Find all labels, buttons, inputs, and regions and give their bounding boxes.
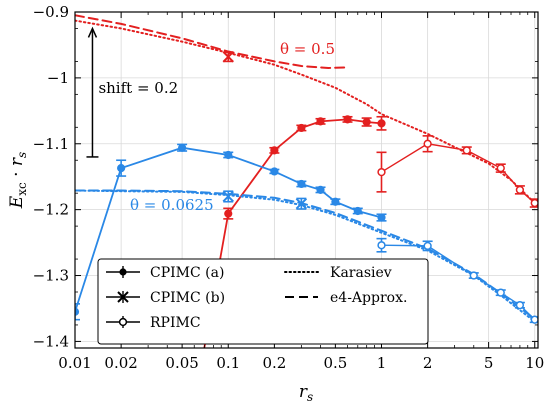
legend-label: CPIMC (a) [150,265,224,281]
shift-annotation: shift = 0.2 [98,79,178,97]
legend-label: CPIMC (b) [150,290,225,306]
y-tick-label: −1.1 [33,135,69,153]
data-point [377,119,386,128]
data-point [331,197,340,206]
theta-0.0625-annotation: θ = 0.0625 [130,196,214,214]
series-line [381,143,536,204]
data-point [224,209,233,218]
legend: CPIMC (a) CPIMC (b) RPIMC Karasiev e4-Approx… [97,258,429,345]
data-point [377,167,386,177]
plot-frame [74,11,539,349]
data-point [530,315,538,324]
data-point [515,185,525,195]
data-point [178,143,187,152]
y-axis-label: Exc · rs [7,152,29,209]
data-point [316,117,325,126]
data-point [362,117,371,127]
y-tick-label: −1 [47,69,69,87]
data-point [469,271,478,280]
data-point [297,179,306,189]
x-tick-label: 0.1 [216,354,240,372]
data-point [222,51,234,63]
legend-box [97,258,429,345]
data-point [462,146,471,155]
annotations: θ = 0.5 θ = 0.0625 shift = 0.2 [86,26,335,214]
data-point [377,213,386,222]
x-tick-label: 1 [377,354,387,372]
plot-area [75,14,538,348]
data-point [316,185,325,194]
y-tick-label: −0.9 [33,3,69,21]
data-point [117,164,126,173]
x-tick-label: 0.5 [323,354,347,372]
x-tick-label: 0.02 [104,354,137,372]
legend-marker [119,268,127,276]
data-point [224,150,233,160]
series-line [75,14,349,70]
legend-label: e4-Approx. [330,290,407,306]
data-point [423,241,432,251]
x-tick-label: 2 [423,354,433,372]
data-point [530,198,538,208]
data-point [496,163,505,173]
series-line [75,146,382,313]
data-point [222,190,234,203]
legend-marker [118,317,128,327]
data-point [377,241,386,250]
x-tick-label: 10 [525,354,544,372]
legend-marker [117,291,129,303]
data-point [515,301,525,310]
data-point [270,146,279,155]
data-point [297,123,306,133]
data-point [295,198,308,210]
x-tick-label: 0.01 [58,354,91,372]
y-tick-label: −1.3 [33,267,69,285]
x-axis-label: rs [299,382,313,404]
x-tick-label: 5 [484,354,494,372]
y-tick-label: −1.4 [33,332,69,350]
legend-label: RPIMC [150,315,201,331]
theta-0.5-annotation: θ = 0.5 [280,40,335,58]
legend-label: Karasiev [330,265,392,281]
data-point [423,139,432,148]
x-tick-label: 0.2 [262,354,286,372]
data-point [353,206,362,216]
data-point [496,288,505,297]
y-tick-label: −1.2 [33,201,69,219]
data-point [270,167,279,176]
x-tick-label: 0.05 [165,354,198,372]
axis-ticks: 0.01 0.02 0.05 0.1 0.2 0.5 1 2 5 10 −0.9 −1 −1.1 −1.2… [33,3,545,372]
shift-arrow-head [87,26,98,38]
data-point [343,115,352,124]
series-line [75,19,536,205]
